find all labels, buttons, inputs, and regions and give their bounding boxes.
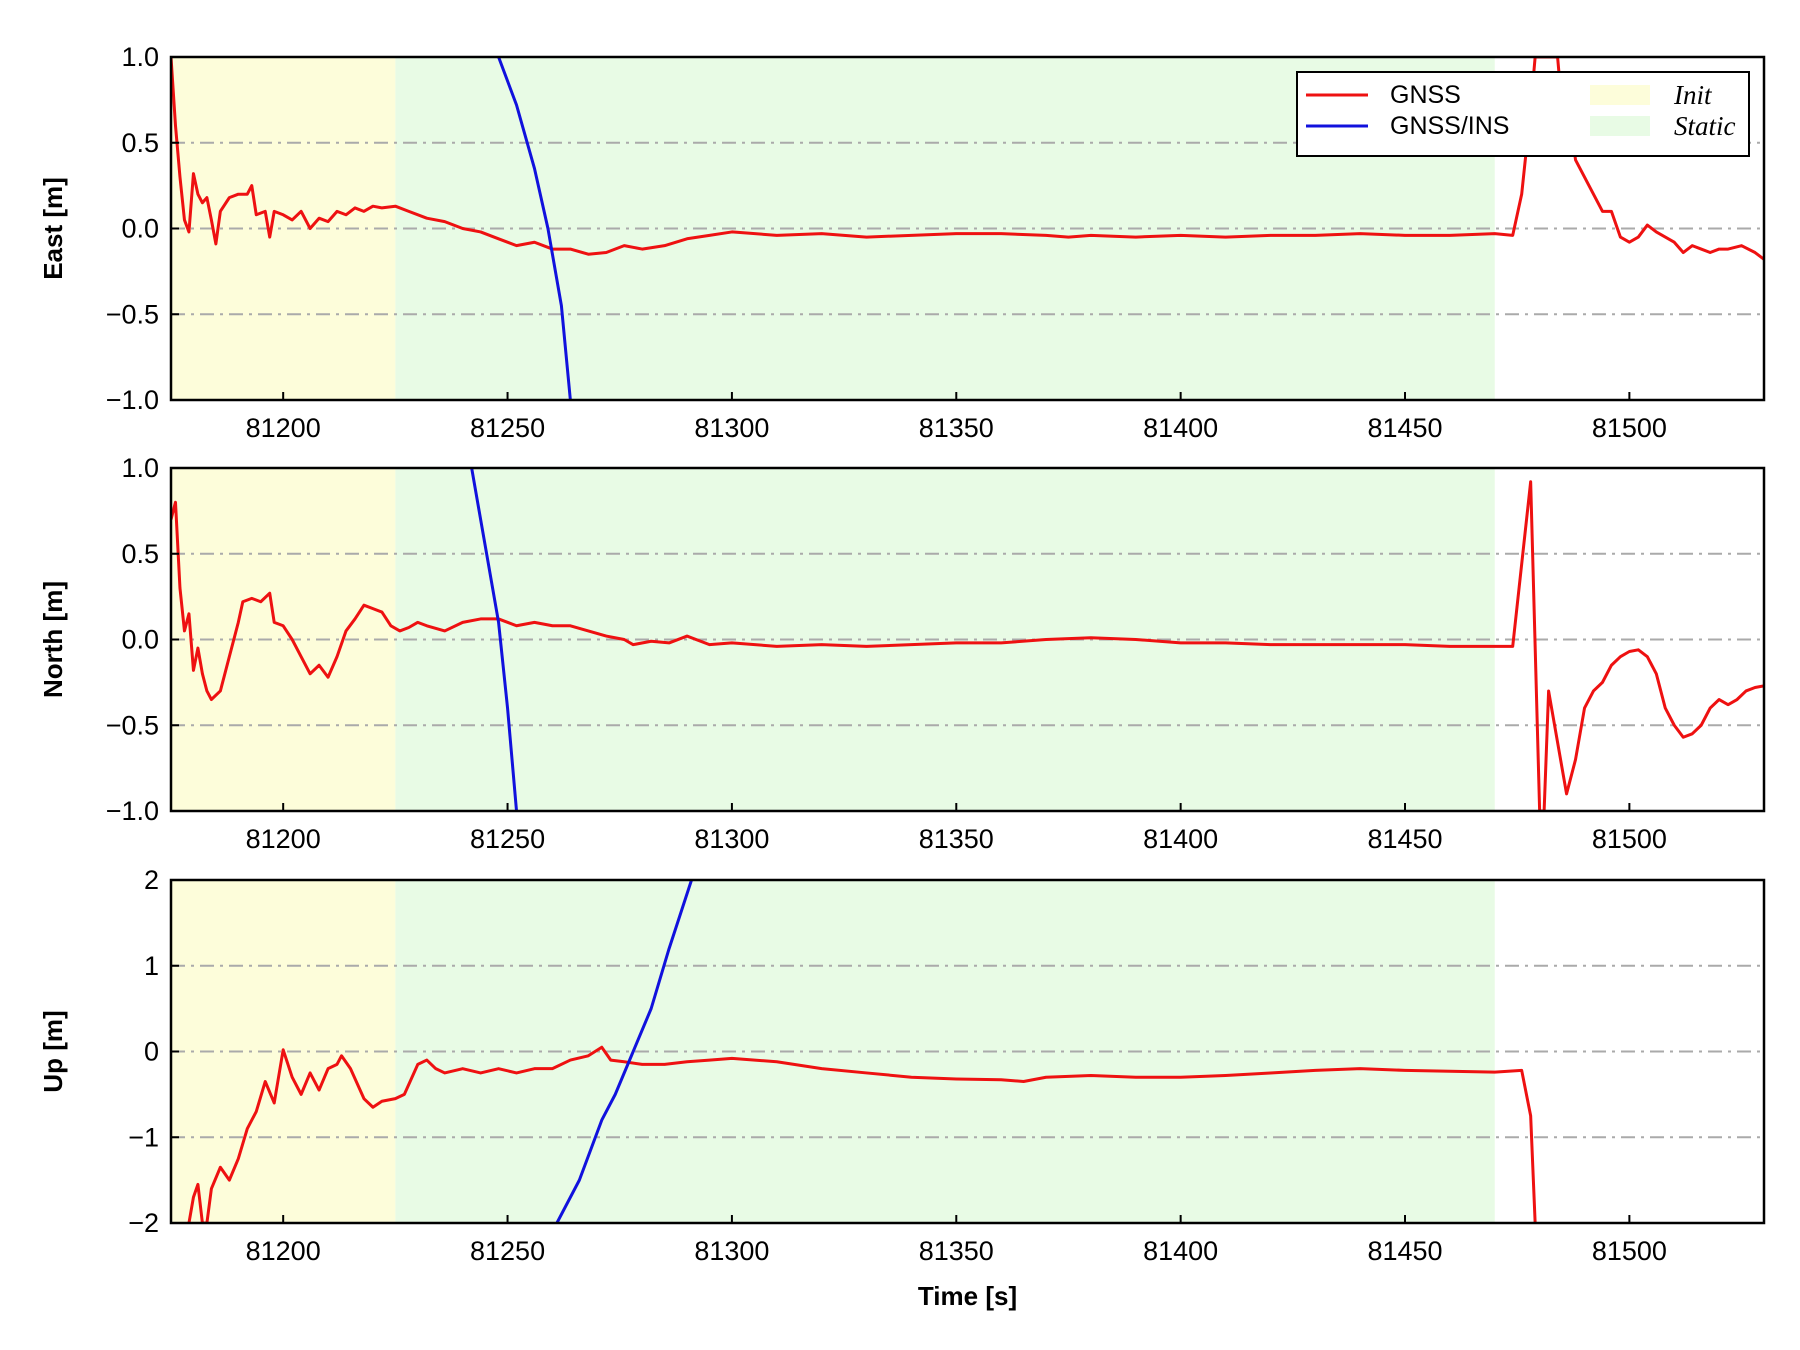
x-tick-label: 81400	[1143, 824, 1218, 854]
y-tick-label: 1	[144, 951, 159, 981]
x-tick-label: 81400	[1143, 413, 1218, 443]
y-tick-label: 0.5	[121, 539, 159, 569]
legend-entry-init: Init	[1590, 80, 1713, 110]
series-gnss-ins	[470, 468, 519, 811]
y-tick-label: 2	[144, 865, 159, 895]
legend-entry-static: Static	[1590, 111, 1736, 141]
series-gnss	[187, 1045, 1537, 1223]
x-tick-label: 81450	[1367, 824, 1442, 854]
x-tick-label: 81500	[1592, 824, 1667, 854]
y-tick-label: 0.5	[121, 128, 159, 158]
legend-box	[1296, 71, 1750, 157]
xlabel-layer: Time [s]	[918, 1281, 1017, 1311]
x-tick-label: 81300	[694, 824, 769, 854]
y-tick-label: 0.0	[121, 625, 159, 655]
x-tick-label: 81250	[470, 1236, 545, 1266]
series-gnss	[171, 57, 1764, 261]
x-tick-label: 81350	[919, 824, 994, 854]
legend-label: GNSS	[1390, 81, 1461, 109]
x-tick-label: 81200	[246, 1236, 321, 1266]
x-tick-label: 81250	[470, 824, 545, 854]
legend-label: Init	[1673, 80, 1713, 110]
series-gnss	[171, 480, 1764, 811]
series-gnss-ins	[555, 880, 693, 1223]
y-axis-label: Up [m]	[38, 1010, 68, 1092]
y-tick-label: 0	[144, 1037, 159, 1067]
x-tick-label: 81400	[1143, 1236, 1218, 1266]
x-tick-label: 81450	[1367, 413, 1442, 443]
legend-label: Static	[1674, 111, 1736, 141]
y-axis-label: North [m]	[38, 581, 68, 698]
x-tick-label: 81200	[246, 413, 321, 443]
x-tick-label: 81500	[1592, 413, 1667, 443]
x-tick-label: 81450	[1367, 1236, 1442, 1266]
y-tick-label: 1.0	[121, 42, 159, 72]
legend-swatch	[1590, 85, 1650, 105]
y-tick-label: −2	[128, 1208, 159, 1238]
x-tick-label: 81300	[694, 413, 769, 443]
x-tick-label: 81350	[919, 413, 994, 443]
y-tick-label: −0.5	[106, 710, 159, 740]
y-tick-label: −1.0	[106, 796, 159, 826]
series-gnss-ins	[497, 57, 572, 400]
legend-label: GNSS/INS	[1390, 112, 1509, 140]
x-tick-label: 81200	[246, 824, 321, 854]
subplot-1: −1.0 −0.5 0.0 0.5 1.0 81200 81250 81300 81350 814…	[38, 453, 1766, 854]
y-tick-label: −1	[128, 1122, 159, 1152]
y-axis-label: East [m]	[38, 177, 68, 280]
y-tick-label: −1.0	[106, 385, 159, 415]
y-tick-label: −0.5	[106, 299, 159, 329]
legend-swatch	[1590, 116, 1650, 136]
subplot-2: −2 −1 0 1 2 81200 81250 81300 81350 81400 81450 815…	[38, 865, 1766, 1266]
legend-entry-gnss: GNSS	[1306, 81, 1461, 109]
x-axis-label: Time [s]	[918, 1281, 1017, 1311]
x-tick-label: 81350	[919, 1236, 994, 1266]
x-tick-label: 81250	[470, 413, 545, 443]
x-tick-label: 81300	[694, 1236, 769, 1266]
x-tick-label: 81500	[1592, 1236, 1667, 1266]
legend-entry-gnss-ins: GNSS/INS	[1306, 112, 1509, 140]
y-tick-label: 0.0	[121, 214, 159, 244]
axes-layer: −1.0 −0.5 0.0 0.5 1.0 81200 81250 81300 81350 814…	[38, 42, 1766, 1266]
y-tick-label: 1.0	[121, 453, 159, 483]
